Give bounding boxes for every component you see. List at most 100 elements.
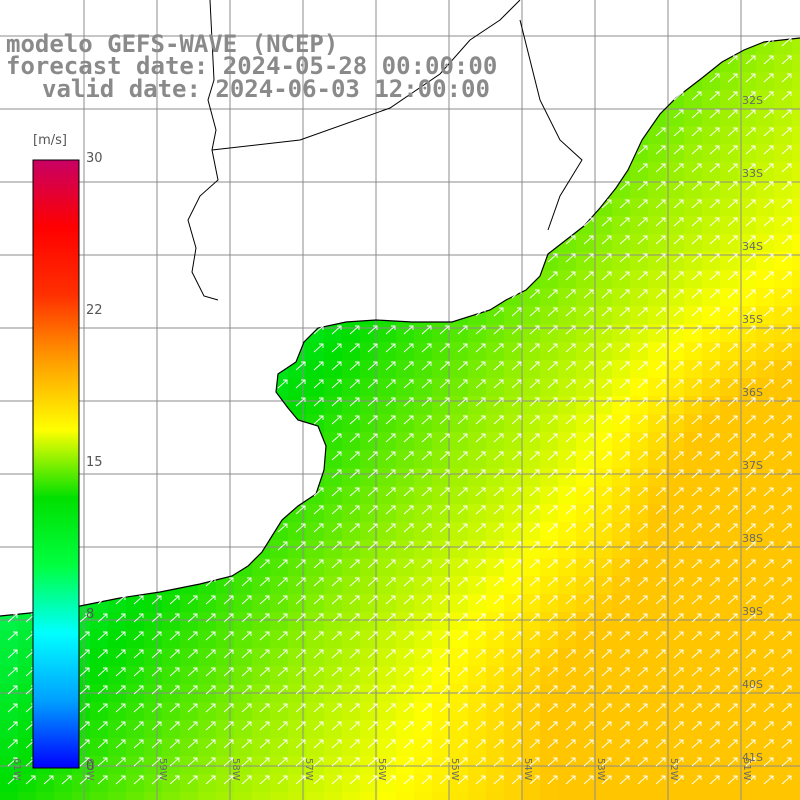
wind-arrow-head <box>517 379 522 384</box>
wind-speed-cell <box>792 360 800 379</box>
wind-arrow-shaft <box>565 343 576 353</box>
wind-arrow-shaft <box>565 487 576 497</box>
wind-arrow-head <box>661 289 666 294</box>
wind-arrow-head <box>643 703 648 708</box>
wind-arrow-head <box>661 127 666 132</box>
wind-arrow-head <box>787 325 792 330</box>
wind-arrow-head <box>643 235 648 240</box>
wind-arrow-shaft <box>241 703 252 713</box>
wind-arrow-shaft <box>439 775 450 785</box>
wind-arrow-shaft <box>277 379 288 389</box>
wind-arrow-head <box>499 577 504 582</box>
wind-arrow-head <box>157 649 162 654</box>
wind-arrow-shaft <box>529 289 540 299</box>
colorbar-label-22: 22 <box>86 303 103 318</box>
wind-arrow-head <box>625 253 630 258</box>
wind-arrow-shaft <box>547 739 558 749</box>
wind-arrow-shaft <box>781 685 792 695</box>
wind-arrow-head <box>589 649 594 654</box>
wind-arrow-shaft <box>709 307 720 317</box>
wind-arrow-head <box>571 343 576 348</box>
wind-arrow-head <box>13 703 18 708</box>
wind-arrow-head <box>373 451 378 456</box>
wind-arrow-shaft <box>313 523 324 533</box>
wind-arrow-head <box>697 469 702 474</box>
wind-arrow-shaft <box>637 271 648 281</box>
wind-arrow-head <box>571 775 576 780</box>
wind-arrow-head <box>409 541 414 546</box>
wind-arrow-head <box>733 757 738 762</box>
wind-arrow-head <box>751 739 756 744</box>
wind-arrow-shaft <box>655 685 666 695</box>
wind-arrow-shaft <box>673 253 684 263</box>
wind-arrow-shaft <box>781 127 792 137</box>
wind-arrow-shaft <box>367 757 378 767</box>
wind-arrow-shaft <box>583 325 594 335</box>
wind-arrow-shaft <box>241 685 252 695</box>
wind-arrow-shaft <box>529 541 540 551</box>
wind-arrow-head <box>535 361 540 366</box>
wind-arrow-shaft <box>673 739 684 749</box>
wind-arrow-shaft <box>439 757 450 767</box>
wind-arrow-shaft <box>205 757 216 767</box>
colorbar-label-15: 15 <box>86 455 103 470</box>
wind-arrow-head <box>589 775 594 780</box>
wind-arrow-head <box>751 775 756 780</box>
wind-arrow-head <box>715 721 720 726</box>
wind-arrow-head <box>229 757 234 762</box>
wind-arrow-shaft <box>205 595 216 605</box>
wind-arrow-shaft <box>7 685 18 695</box>
wind-arrow-head <box>391 361 396 366</box>
wind-arrow-head <box>13 649 18 654</box>
wind-arrow-shaft <box>205 667 216 677</box>
wind-arrow-head <box>733 109 738 114</box>
wind-arrow-shaft <box>781 487 792 497</box>
wind-arrow-head <box>607 559 612 564</box>
wind-arrow-head <box>463 379 468 384</box>
wind-arrow-shaft <box>601 217 612 227</box>
wind-arrow-head <box>427 631 432 636</box>
wind-arrow-shaft <box>187 595 198 605</box>
wind-arrow-head <box>103 631 108 636</box>
wind-arrow-head <box>319 649 324 654</box>
wind-arrow-head <box>589 685 594 690</box>
wind-arrow-head <box>643 667 648 672</box>
wind-arrow-shaft <box>691 163 702 173</box>
wind-arrow-shaft <box>619 685 630 695</box>
wind-arrow-head <box>193 667 198 672</box>
wind-arrow-shaft <box>745 343 756 353</box>
wind-arrow-head <box>625 523 630 528</box>
wind-arrow-head <box>769 289 774 294</box>
wind-arrow-shaft <box>187 721 198 731</box>
wind-arrow-shaft <box>727 73 738 83</box>
wind-arrow-head <box>643 739 648 744</box>
wind-arrow-head <box>679 343 684 348</box>
wind-arrow-head <box>247 739 252 744</box>
wind-arrow-head <box>391 379 396 384</box>
wind-arrow-shaft <box>673 307 684 317</box>
wind-arrow-head <box>391 559 396 564</box>
wind-arrow-head <box>769 37 774 42</box>
wind-arrow-shaft <box>727 703 738 713</box>
latitude-label: 35S <box>742 313 763 326</box>
wind-speed-cell <box>792 378 800 397</box>
wind-arrow-shaft <box>313 505 324 515</box>
wind-arrow-head <box>733 325 738 330</box>
wind-arrow-shaft <box>511 325 522 335</box>
wind-arrow-head <box>139 685 144 690</box>
wind-arrow-shaft <box>475 307 486 317</box>
wind-arrow-shaft <box>709 505 720 515</box>
wind-arrow-shaft <box>439 541 450 551</box>
wind-arrow-shaft <box>601 613 612 623</box>
wind-arrow-head <box>391 325 396 330</box>
wind-arrow-head <box>121 757 126 762</box>
wind-arrow-head <box>409 469 414 474</box>
wind-arrow-shaft <box>313 595 324 605</box>
wind-arrow-shaft <box>763 559 774 569</box>
wind-arrow-shaft <box>691 739 702 749</box>
wind-arrow-head <box>751 55 756 60</box>
wind-arrow-head <box>553 271 558 276</box>
wind-arrow-head <box>715 109 720 114</box>
wind-arrow-head <box>463 757 468 762</box>
wind-arrow-head <box>13 667 18 672</box>
